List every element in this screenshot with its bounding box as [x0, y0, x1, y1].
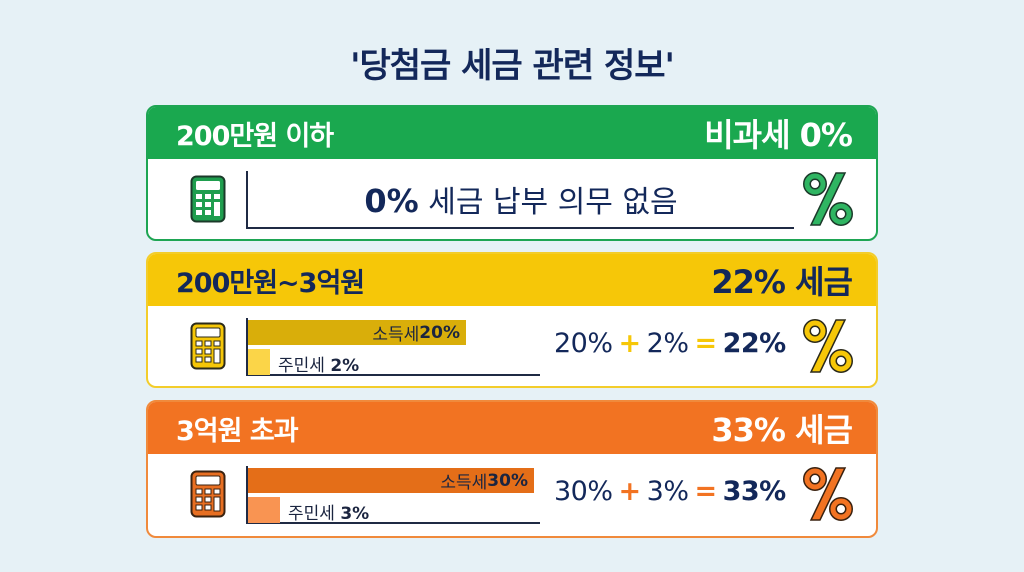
income-tax-bar: 소득세 30%: [248, 468, 534, 493]
tier-card-33-percent: 3억원 초과 33% 세금 소득세 30% 주민세 3% 30% +3% = 33%: [146, 400, 878, 538]
axis-line: [246, 466, 248, 524]
equals-sign: =: [694, 476, 717, 507]
tier-card-22-percent: 200만원~3억원 22% 세금 소득세 20% 주민세 2% 20% +2% = 2…: [146, 252, 878, 388]
tier-range: 200만원~3억원: [176, 267, 365, 299]
resident-tax-bar: [248, 497, 280, 523]
axis-line: [246, 522, 540, 524]
tax-free-message: 0% 세금 납부 의무 없음: [248, 177, 794, 221]
plus-sign: +: [618, 476, 642, 507]
resident-tax-value: 3%: [340, 504, 370, 524]
calculator-icon: [190, 175, 226, 223]
formula-total: 33%: [722, 476, 787, 507]
formula-income-rate: 30%: [554, 476, 613, 507]
income-tax-value: 20%: [419, 322, 460, 343]
tax-formula: 30% +3% = 33%: [554, 476, 786, 507]
tier-header: 3억원 초과 33% 세금: [148, 402, 876, 454]
tax-formula: 20% +2% = 22%: [554, 328, 786, 359]
percent-icon: [803, 319, 853, 373]
axis-line: [246, 318, 248, 376]
tier-rate: 33% 세금: [711, 411, 853, 449]
income-tax-value: 30%: [487, 470, 528, 491]
formula-resident-rate: 3%: [646, 476, 689, 507]
axis-line: [246, 227, 794, 229]
axis-line: [246, 374, 540, 376]
calculator-icon: [190, 322, 226, 370]
tier-header: 200만원~3억원 22% 세금: [148, 254, 876, 306]
tier-card-tax-free: 200만원 이하 비과세 0% 0% 세금 납부 의무 없음: [146, 105, 878, 241]
formula-income-rate: 20%: [554, 328, 613, 359]
tier-range: 200만원 이하: [176, 120, 334, 152]
tier-body: 0% 세금 납부 의무 없음: [148, 159, 876, 239]
tier-rate: 비과세 0%: [704, 116, 853, 154]
income-tax-label: 소득세: [440, 473, 488, 493]
resident-tax-value: 2%: [330, 356, 360, 376]
axis-line: [246, 171, 248, 229]
resident-tax-text: 주민세 2%: [278, 351, 359, 376]
resident-tax-text: 주민세 3%: [288, 499, 369, 524]
plus-sign: +: [618, 328, 642, 359]
tier-body: 소득세 30% 주민세 3% 30% +3% = 33%: [148, 454, 876, 534]
formula-resident-rate: 2%: [646, 328, 689, 359]
tier-body: 소득세 20% 주민세 2% 20% +2% = 22%: [148, 306, 876, 386]
resident-tax-label: 주민세: [278, 356, 331, 376]
income-tax-label: 소득세: [372, 325, 420, 345]
resident-tax-label: 주민세: [288, 504, 341, 524]
formula-total: 22%: [722, 328, 787, 359]
tier-rate: 22% 세금: [711, 263, 853, 301]
tier-range: 3억원 초과: [176, 415, 299, 447]
message-text: 세금 납부 의무 없음: [418, 185, 678, 220]
equals-sign: =: [694, 328, 717, 359]
resident-tax-bar: [248, 349, 270, 375]
percent-icon: [803, 467, 853, 521]
rate-bold: 0%: [364, 182, 419, 220]
calculator-icon: [190, 470, 226, 518]
percent-icon: [803, 172, 853, 226]
income-tax-bar: 소득세 20%: [248, 320, 466, 345]
page-title: '당첨금 세금 관련 정보': [350, 46, 675, 86]
tier-header: 200만원 이하 비과세 0%: [148, 107, 876, 159]
